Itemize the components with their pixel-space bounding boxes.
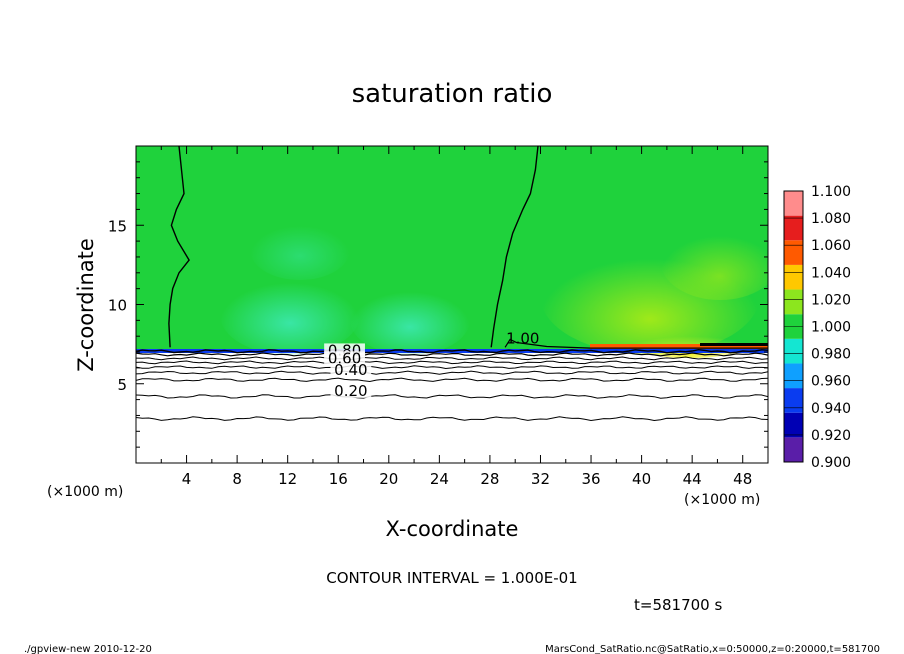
colorbar-segment	[784, 191, 803, 216]
lime-patch	[660, 220, 768, 300]
y-tick-label: 15	[108, 217, 127, 235]
colorbar-label: 0.920	[811, 428, 851, 444]
colorbar: 0.900 0.920 0.940 0.960 0.980 1.000 1.020 1.040…	[783, 184, 851, 471]
plot-area: 1.000.800.600.400.20	[136, 146, 768, 463]
colorbar-segment	[784, 264, 803, 290]
footer-right: MarsCond_SatRatio.nc@SatRatio,x=0:50000,…	[545, 644, 880, 654]
x-tick-label: 28	[480, 470, 499, 488]
x-tick-label: 32	[531, 470, 550, 488]
x-tick-label: 48	[733, 470, 752, 488]
colorbar-segment	[784, 215, 803, 241]
contour-interval: CONTOUR INTERVAL = 1.000E-01	[326, 569, 577, 587]
x-axis: 4 8 12 16 20 24 28 32 36 40 44 48	[160, 146, 752, 488]
contour-labels: 1.000.800.600.400.20	[324, 330, 539, 400]
colorbar-label: 1.080	[811, 211, 851, 227]
colorbar-label: 1.020	[811, 292, 851, 308]
cyan-patch	[220, 275, 360, 355]
contour-line	[136, 356, 768, 361]
x-tick-label: 4	[182, 470, 192, 488]
contour-lines	[136, 146, 768, 422]
cloud-base-band	[700, 343, 768, 346]
x-tick-label: 20	[379, 470, 398, 488]
x-tick-label: 12	[278, 470, 297, 488]
x-tick-label: 44	[683, 470, 702, 488]
colorbar-label: 1.040	[811, 265, 851, 281]
colorbar-segment	[784, 240, 803, 265]
colorbar-segment	[784, 363, 803, 389]
cyan-patch	[250, 220, 350, 280]
x-tick-label: 36	[581, 470, 600, 488]
y-axis: 5 10 15	[108, 161, 768, 448]
x-unit-left: (×1000 m)	[47, 484, 123, 500]
colorbar-label: 0.900	[811, 455, 851, 471]
contour-line	[136, 348, 768, 354]
colorbar-segment	[784, 412, 803, 438]
contour-line-1.00	[504, 338, 768, 349]
colorbar-label: 1.000	[811, 320, 851, 336]
colorbar-segment	[784, 289, 803, 315]
cloud-base-band	[590, 344, 768, 349]
contour-line-1.00	[168, 146, 190, 348]
cyan-patch	[350, 285, 470, 355]
x-tick-label: 40	[632, 470, 651, 488]
contour-line	[136, 394, 768, 399]
dry-region	[136, 352, 768, 463]
colorbar-label: 0.960	[811, 374, 851, 390]
colorbar-segment	[784, 388, 803, 413]
contour-line-1.00	[490, 146, 539, 348]
contour-label: 1.00	[506, 330, 539, 348]
footer-left: ./gpview-new 2010-12-20	[24, 644, 152, 654]
colorbar-label: 0.940	[811, 401, 851, 417]
contour-label: 0.20	[334, 382, 367, 400]
y-tick-label: 5	[117, 376, 127, 394]
y-tick-label: 10	[108, 297, 127, 315]
colorbar-segment	[784, 338, 803, 364]
y-axis-label: Z-coordinate	[74, 238, 98, 372]
chart-title: saturation ratio	[352, 79, 553, 109]
colorbar-segment	[784, 437, 803, 462]
contour-line	[136, 360, 768, 365]
contour-line	[136, 370, 768, 375]
colorbar-label: 0.980	[811, 347, 851, 363]
x-tick-label: 8	[232, 470, 242, 488]
x-tick-label: 16	[329, 470, 348, 488]
contour-label: 0.40	[334, 361, 367, 379]
contour-line	[136, 365, 768, 370]
colorbar-label: 1.060	[811, 238, 851, 254]
x-unit-right: (×1000 m)	[684, 492, 760, 508]
contour-label-bg	[330, 383, 372, 398]
contour-label: 0.60	[328, 349, 361, 367]
colorbar-label: 1.100	[811, 184, 851, 200]
time-label: t=581700 s	[634, 596, 722, 614]
contour-line	[136, 377, 768, 383]
contour-label-bg	[324, 351, 365, 366]
x-axis-label: X-coordinate	[386, 517, 519, 541]
contour-line	[136, 416, 768, 422]
x-tick-label: 24	[430, 470, 449, 488]
contour-line	[136, 352, 768, 357]
contour-label-bg	[330, 363, 372, 378]
